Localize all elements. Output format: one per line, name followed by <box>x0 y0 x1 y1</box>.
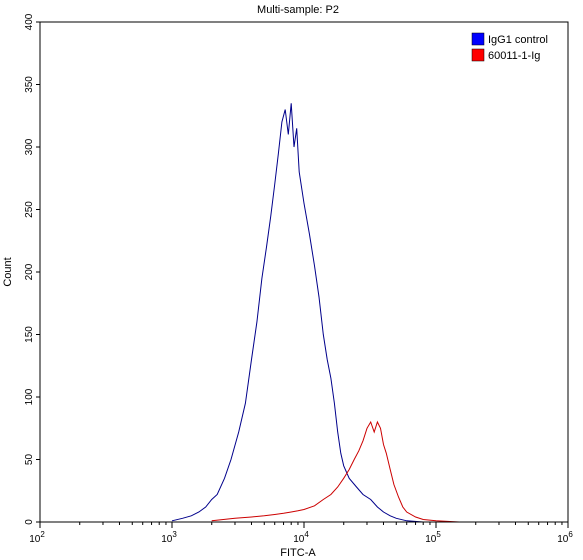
series-line-1 <box>171 103 424 523</box>
x-tick-label: 105 <box>425 530 441 545</box>
y-tick-label: 150 <box>24 326 35 343</box>
y-tick-label: 300 <box>24 138 35 155</box>
x-tick-label: 104 <box>293 530 309 545</box>
legend-label-1: IgG1 control <box>488 34 548 46</box>
legend-label-2: 60011-1-Ig <box>488 50 540 62</box>
x-axis-label: FITC-A <box>280 547 316 559</box>
legend: IgG1 control 60011-1-Ig <box>471 32 548 62</box>
series-line-2 <box>211 420 460 523</box>
y-tick-label: 100 <box>24 388 35 405</box>
y-axis-label: Count <box>2 257 14 286</box>
y-tick-label: 0 <box>24 519 35 525</box>
y-tick-label: 350 <box>24 76 35 93</box>
x-axis: 102 103 104 105 106 <box>29 522 573 545</box>
y-tick-label: 400 <box>24 13 35 30</box>
x-tick-label: 102 <box>29 530 45 545</box>
y-axis: 0 50 100 150 200 250 300 350 400 <box>24 13 40 525</box>
chart-title: Multi-sample: P2 <box>257 4 339 16</box>
y-tick-label: 50 <box>24 454 35 466</box>
x-tick-label: 103 <box>161 530 177 545</box>
legend-swatch-2 <box>471 48 485 62</box>
y-tick-label: 250 <box>24 201 35 218</box>
series-layer <box>171 103 460 523</box>
legend-swatch-1 <box>471 32 485 46</box>
y-tick-label: 200 <box>24 263 35 280</box>
x-tick-label: 106 <box>557 530 573 545</box>
